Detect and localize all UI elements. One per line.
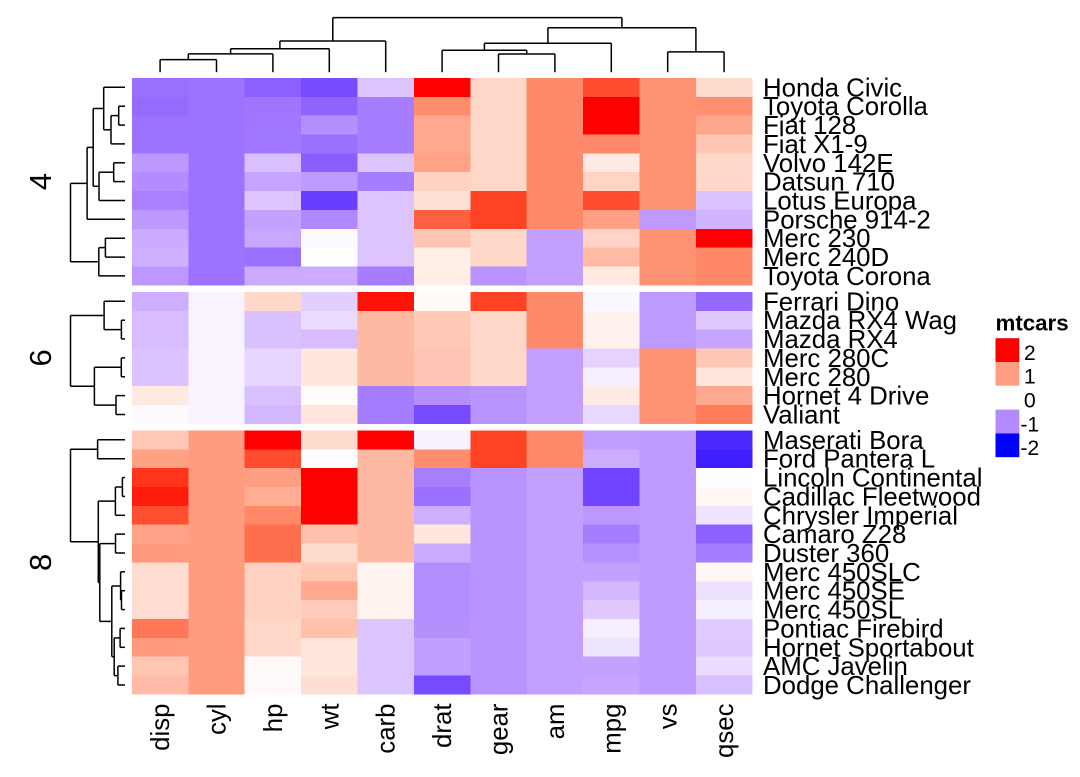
svg-text:Lotus Europa: Lotus Europa (763, 188, 917, 216)
svg-text:Pontiac Firebird: Pontiac Firebird (763, 615, 944, 643)
svg-text:am: am (542, 704, 570, 740)
svg-text:Merc 240D: Merc 240D (763, 244, 889, 272)
svg-text:Hornet Sportabout: Hornet Sportabout (763, 634, 974, 662)
svg-text:Cadillac Fleetwood: Cadillac Fleetwood (763, 483, 981, 511)
svg-text:qsec: qsec (711, 703, 739, 758)
svg-text:Duster 360: Duster 360 (763, 540, 889, 568)
svg-text:cyl: cyl (204, 704, 232, 736)
svg-text:-1: -1 (1020, 412, 1039, 436)
svg-text:Ferrari Dino: Ferrari Dino (763, 288, 899, 316)
svg-text:Fiat 128: Fiat 128 (763, 112, 856, 140)
svg-text:-2: -2 (1020, 436, 1039, 460)
svg-text:Merc 450SLC: Merc 450SLC (763, 559, 921, 587)
svg-text:Honda Civic: Honda Civic (763, 74, 902, 102)
svg-text:AMC Javelin: AMC Javelin (763, 653, 908, 681)
svg-text:mtcars: mtcars (996, 310, 1069, 335)
svg-text:1: 1 (1024, 365, 1036, 389)
svg-text:Hornet 4 Drive: Hornet 4 Drive (763, 383, 929, 411)
svg-text:Volvo 142E: Volvo 142E (763, 150, 894, 178)
svg-text:Toyota Corolla: Toyota Corolla (763, 93, 929, 121)
svg-text:Merc 450SE: Merc 450SE (763, 578, 905, 606)
svg-text:Merc 450SL: Merc 450SL (763, 597, 902, 625)
svg-text:gear: gear (486, 703, 514, 755)
svg-text:Chrysler Imperial: Chrysler Imperial (763, 502, 958, 530)
svg-text:4: 4 (23, 173, 58, 190)
svg-text:Camaro Z28: Camaro Z28 (763, 521, 906, 549)
svg-text:2: 2 (1024, 341, 1036, 365)
svg-text:vs: vs (655, 704, 683, 730)
svg-text:Porsche 914-2: Porsche 914-2 (763, 206, 931, 234)
svg-text:Maserati Bora: Maserati Bora (763, 427, 924, 455)
svg-text:Dodge Challenger: Dodge Challenger (763, 672, 971, 700)
svg-text:hp: hp (260, 704, 288, 733)
svg-text:6: 6 (23, 349, 58, 366)
svg-text:Ford Pantera L: Ford Pantera L (763, 446, 935, 474)
svg-text:0: 0 (1024, 388, 1036, 412)
svg-text:Datsun 710: Datsun 710 (763, 169, 895, 197)
svg-text:mpg: mpg (598, 704, 626, 754)
svg-text:carb: carb (373, 704, 401, 754)
svg-text:Merc 230: Merc 230 (763, 225, 871, 253)
svg-text:Valiant: Valiant (763, 402, 840, 430)
svg-text:Lincoln Continental: Lincoln Continental (763, 465, 982, 493)
svg-text:8: 8 (23, 554, 58, 571)
svg-text:drat: drat (429, 704, 457, 748)
svg-text:Fiat X1-9: Fiat X1-9 (763, 131, 868, 159)
svg-text:Mazda RX4 Wag: Mazda RX4 Wag (763, 307, 957, 335)
svg-text:Merc 280: Merc 280 (763, 364, 871, 392)
svg-text:Merc 280C: Merc 280C (763, 345, 889, 373)
svg-text:disp: disp (147, 704, 175, 751)
svg-text:Mazda RX4: Mazda RX4 (763, 326, 898, 354)
svg-text:Toyota Corona: Toyota Corona (763, 263, 931, 291)
svg-text:wt: wt (316, 704, 344, 731)
